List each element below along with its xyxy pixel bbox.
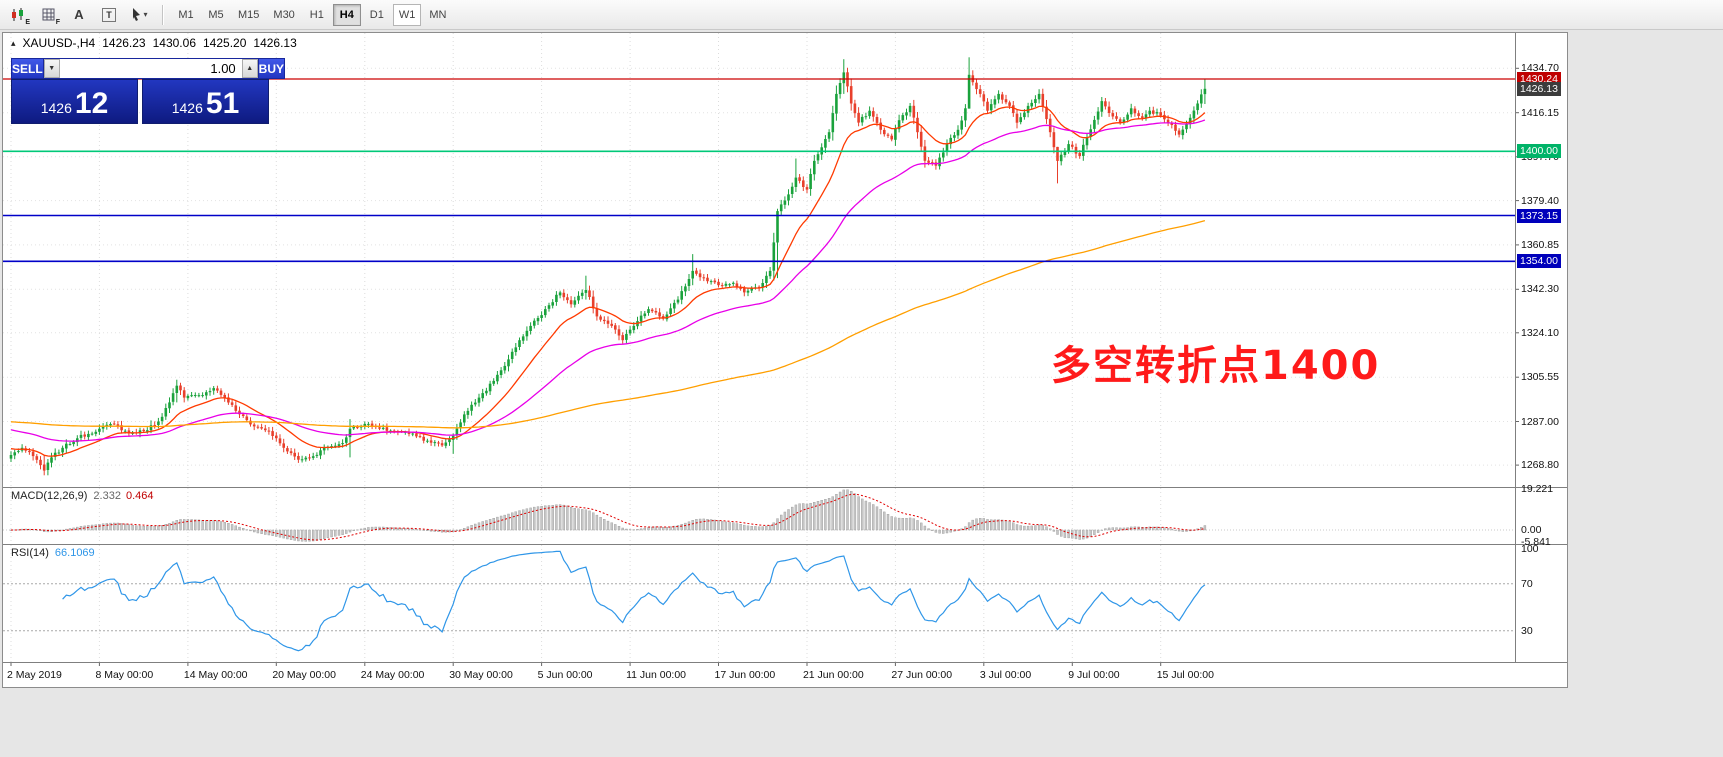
axis-label: 100: [1521, 542, 1539, 555]
ohlc-open: 1426.23: [102, 36, 146, 50]
text-label-tool-button[interactable]: T: [95, 3, 123, 27]
axis-label: 1416.15: [1521, 106, 1559, 119]
time-label: 20 May 00:00: [272, 669, 336, 681]
toolbar-separator: [162, 4, 163, 25]
macd-label: MACD(12,26,9) 2.332 0.464: [11, 490, 154, 502]
candle-chart-tool-button[interactable]: E: [5, 3, 33, 27]
price-badge: 1426.13: [1517, 81, 1561, 96]
volume-decrease-button[interactable]: ▼: [43, 59, 60, 78]
time-label: 17 Jun 00:00: [714, 669, 776, 681]
time-label: 11 Jun 00:00: [626, 669, 687, 681]
axis-label: 1268.80: [1521, 459, 1559, 472]
timeframe-button-m15[interactable]: M15: [232, 4, 265, 26]
time-label: 14 May 00:00: [183, 669, 248, 681]
collapse-panel-icon[interactable]: ▴: [11, 37, 16, 48]
time-label: 8 May 00:00: [95, 669, 154, 681]
ohlc-close: 1426.13: [253, 36, 297, 50]
price-axis[interactable]: 1434.701416.151397.701379.401360.851342.…: [1516, 33, 1567, 663]
axis-label: 1287.00: [1521, 415, 1559, 428]
timeframe-button-m1[interactable]: M1: [172, 4, 200, 26]
time-label: 30 May 00:00: [449, 669, 513, 681]
sell-price-major: 1426: [40, 100, 72, 116]
axis-label: 30: [1521, 624, 1533, 637]
axis-label: 1305.55: [1521, 371, 1559, 384]
axis-label: 1434.70: [1521, 62, 1559, 75]
time-label: 3 Jul 00:00: [979, 669, 1032, 681]
chart-window[interactable]: 1434.701416.151397.701379.401360.851342.…: [2, 32, 1568, 688]
volume-increase-button[interactable]: ▲: [241, 59, 258, 78]
axis-label: 70: [1521, 577, 1533, 590]
one-click-trading-panel: SELL ▼ ▲ BUY 1426 12 1426 51: [11, 58, 286, 124]
font-tool-button[interactable]: A: [65, 3, 93, 27]
font-tool-icon: A: [74, 7, 84, 22]
time-label: 5 Jun 00:00: [537, 669, 593, 681]
time-label: 9 Jul 00:00: [1068, 669, 1120, 681]
axis-label: 1342.30: [1521, 283, 1559, 296]
time-label: 15 Jul 00:00: [1156, 669, 1214, 681]
price-badge: 1400.00: [1517, 144, 1561, 159]
buy-price-minor: 51: [205, 87, 240, 120]
buy-button[interactable]: BUY: [257, 58, 286, 79]
price-badge: 1354.00: [1517, 254, 1561, 269]
volume-control: ▼ ▲: [43, 58, 258, 79]
grid-icon: [42, 8, 55, 20]
axis-label: -5.841: [1521, 536, 1551, 548]
sell-price[interactable]: 1426 12: [11, 79, 138, 124]
volume-input[interactable]: [59, 59, 242, 78]
axis-label: 0.00: [1521, 524, 1542, 536]
cursor-tool-button[interactable]: ▾: [125, 3, 153, 27]
timeframe-button-d1[interactable]: D1: [363, 4, 391, 26]
time-axis[interactable]: 2 May 2019 8 May 00:00 14 May 00:00 20 May …: [3, 666, 1516, 686]
buy-price-major: 1426: [171, 100, 203, 116]
text-label-icon: T: [102, 7, 116, 22]
cursor-arrow-icon: [133, 8, 141, 21]
timeframe-button-h1[interactable]: H1: [303, 4, 331, 26]
symbol-period: XAUUSD-,H4: [22, 36, 96, 50]
timeframe-button-m5[interactable]: M5: [202, 4, 230, 26]
chart-annotation-text: 多空转折点1400: [1051, 343, 1381, 389]
axis-label: 1360.85: [1521, 238, 1559, 251]
rsi-label: RSI(14) 66.1069: [11, 547, 95, 559]
workspace: 1434.701416.151397.701379.401360.851342.…: [0, 30, 1723, 756]
ohlc-high: 1430.06: [152, 36, 196, 50]
tool-badge: F: [55, 18, 60, 26]
timeframe-button-h4[interactable]: H4: [332, 3, 361, 26]
timeframe-group: M1 M5 M15 M30 H1 H4 D1 W1 MN: [172, 3, 452, 26]
timeframe-button-m30[interactable]: M30: [267, 4, 300, 26]
timeframe-button-w1[interactable]: W1: [392, 3, 422, 26]
time-label: 24 May 00:00: [360, 669, 425, 681]
sell-button[interactable]: SELL: [11, 58, 44, 79]
main-toolbar: E F A T ▾ M1 M5 M15 M30 H1 H4 D1 W1 MN: [0, 0, 1723, 30]
chevron-down-icon: ▾: [143, 10, 148, 19]
buy-price[interactable]: 1426 51: [142, 79, 269, 124]
ohlc-low: 1425.20: [203, 36, 247, 50]
candle-chart-icon: [12, 7, 23, 21]
axis-label: 1379.40: [1521, 194, 1559, 207]
time-label: 27 Jun 00:00: [891, 669, 953, 681]
axis-label: 1324.10: [1521, 326, 1559, 339]
axis-label: 19.221: [1521, 482, 1554, 495]
tool-badge: E: [25, 18, 30, 26]
price-chart[interactable]: [3, 33, 1567, 687]
time-label: 21 Jun 00:00: [802, 669, 864, 681]
time-label: 2 May 2019: [7, 669, 62, 681]
sell-price-minor: 12: [74, 87, 109, 120]
timeframe-button-mn[interactable]: MN: [423, 4, 452, 26]
chart-info-line: ▴ XAUUSD-,H4 1426.23 1430.06 1425.20 142…: [11, 36, 297, 50]
price-badge: 1373.15: [1517, 208, 1561, 223]
grid-tool-button[interactable]: F: [35, 3, 63, 27]
